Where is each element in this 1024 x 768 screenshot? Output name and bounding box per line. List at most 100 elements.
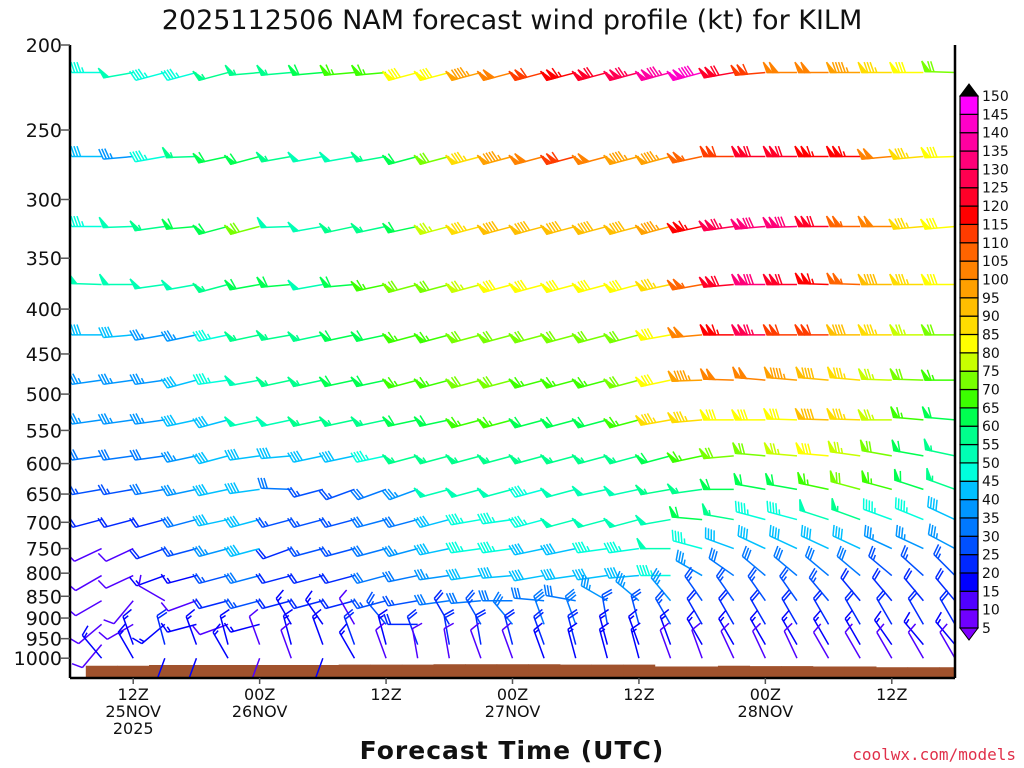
barb-full xyxy=(777,528,780,540)
barb-staff xyxy=(293,488,324,498)
barb-full xyxy=(356,330,364,341)
barb-full xyxy=(686,609,695,620)
barb-full xyxy=(519,67,528,78)
barb-half xyxy=(393,380,399,386)
barb-full xyxy=(844,623,853,633)
barb-full xyxy=(451,513,458,525)
wind-barb xyxy=(920,369,955,381)
barb-full xyxy=(387,488,396,499)
wind-barb xyxy=(781,589,798,625)
barb-staff xyxy=(198,334,229,342)
barb-full xyxy=(608,416,617,427)
barb-pennant xyxy=(539,417,554,429)
barb-half xyxy=(428,226,433,232)
barb-half xyxy=(207,377,211,383)
wind-barb xyxy=(318,151,355,163)
barb-full xyxy=(514,543,522,554)
barb-full xyxy=(777,549,784,561)
barb-pennant xyxy=(539,70,554,82)
barb-full xyxy=(100,484,108,495)
barb-full xyxy=(451,568,458,580)
barb-full xyxy=(929,497,933,509)
barb-half xyxy=(551,380,557,386)
wind-barb xyxy=(501,622,514,659)
barb-pennant xyxy=(634,329,648,341)
barb-half xyxy=(166,626,171,632)
barb-staff xyxy=(103,334,134,339)
barb-full xyxy=(742,527,746,539)
barb-full xyxy=(900,527,904,539)
barb-half xyxy=(900,412,904,419)
barb-staff xyxy=(903,577,924,602)
barb-half xyxy=(782,576,788,582)
barb-half xyxy=(453,457,459,463)
barb-pennant xyxy=(800,61,812,74)
barb-full xyxy=(771,526,775,538)
barb-full xyxy=(132,329,139,340)
barb-full xyxy=(70,145,76,157)
barb-full xyxy=(353,546,361,556)
barb-half xyxy=(534,628,540,634)
barb-half xyxy=(580,457,585,463)
barb-pennant xyxy=(732,442,742,455)
barb-staff xyxy=(779,575,798,602)
wind-barb xyxy=(350,64,387,76)
barb-full xyxy=(780,216,786,228)
colorbar-bin xyxy=(959,609,979,629)
barb-full xyxy=(897,440,901,452)
wind-barb xyxy=(477,512,513,525)
barb-full xyxy=(533,588,543,597)
barb-full xyxy=(674,530,677,542)
wind-barb xyxy=(794,215,829,228)
barb-full xyxy=(318,490,327,501)
barb-full xyxy=(219,608,230,617)
barb-pennant xyxy=(673,326,685,338)
wind-barb xyxy=(671,529,703,550)
wind-barb xyxy=(350,279,387,292)
barb-pennant xyxy=(539,154,554,166)
wind-barb xyxy=(508,279,545,294)
barb-pennant xyxy=(768,273,780,286)
wind-barb xyxy=(666,483,703,495)
ground-segment xyxy=(307,664,340,678)
barb-full xyxy=(673,370,679,382)
barb-staff xyxy=(895,507,924,521)
barb-pennant xyxy=(224,64,237,76)
wind-barb xyxy=(413,487,450,498)
barb-staff xyxy=(501,629,514,659)
colorbar-label: 25 xyxy=(982,548,1000,564)
barb-pennant xyxy=(223,154,238,166)
barb-full xyxy=(377,608,388,617)
barb-full xyxy=(97,517,105,528)
barb-full xyxy=(356,64,363,75)
barb-full xyxy=(160,70,169,81)
barb-pennant xyxy=(445,224,459,236)
wind-barb xyxy=(257,477,292,491)
barb-full xyxy=(902,547,909,558)
barb-full xyxy=(548,222,557,233)
wind-barb xyxy=(223,222,260,236)
wind-barb xyxy=(413,280,450,294)
barb-full xyxy=(838,472,841,484)
y-tick-label: 600 xyxy=(26,454,62,476)
barb-half xyxy=(750,576,756,582)
barb-full xyxy=(129,151,136,163)
barb-full xyxy=(564,588,575,597)
barb-full xyxy=(779,566,787,577)
barb-half xyxy=(364,454,370,461)
barb-pennant xyxy=(413,70,427,82)
barb-pennant xyxy=(701,503,711,517)
barb-full xyxy=(416,517,424,527)
barb-half xyxy=(845,67,849,73)
barb-full xyxy=(287,598,295,609)
barb-full xyxy=(640,414,648,425)
barb-pennant xyxy=(666,222,680,234)
barb-full xyxy=(381,490,391,501)
barb-full xyxy=(229,572,238,583)
barb-full xyxy=(256,448,263,459)
wind-barb xyxy=(381,376,418,389)
barb-full xyxy=(413,545,421,556)
barb-full xyxy=(422,222,430,233)
colorbar-label: 5 xyxy=(982,621,991,637)
barb-pennant xyxy=(224,375,237,387)
